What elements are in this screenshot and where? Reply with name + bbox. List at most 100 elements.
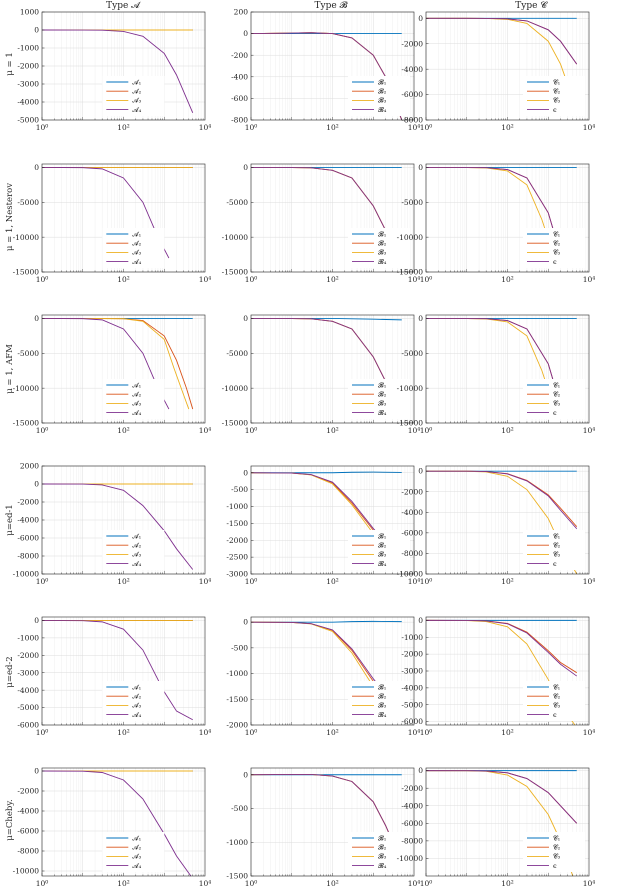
y-tick-label: -500 (231, 643, 248, 652)
legend-label: 𝓐₁ (132, 78, 141, 86)
y-tick-label: -8000 (401, 549, 423, 558)
y-tick-label: -5000 (226, 349, 248, 358)
y-tick-labels: 0 -5000 -10000 -15000 (397, 314, 429, 428)
y-tick-label: -15000 (397, 268, 424, 277)
legend-label: 𝓑₁ (378, 78, 387, 86)
legend-label: 𝓐₄ (132, 106, 141, 114)
y-tick-label: 200 (234, 8, 249, 17)
grid (41, 617, 205, 726)
legend-label: 𝓑₄ (378, 711, 387, 719)
legend-label: 𝓒₃ (553, 400, 561, 408)
legend-label: 𝓒₁ (553, 683, 561, 691)
y-tick-label: -200 (231, 51, 248, 60)
column-title-c: Type 𝓒 (515, 1, 548, 11)
y-tick-label: -10000 (397, 854, 424, 863)
legend-label: 𝓒₂ (553, 240, 561, 248)
y-tick-labels: 0 -1000 -2000 -3000 -4000 -5000 -6000 (17, 616, 45, 730)
y-tick-label: -6000 (17, 721, 39, 730)
y-tick-label: -5000 (17, 703, 39, 712)
legend-label: 𝓒₂ (553, 542, 561, 550)
x-tick-label: 10⁴ (199, 275, 212, 284)
y-tick-label: 0 (34, 616, 39, 625)
y-tick-label: -3000 (401, 667, 423, 676)
y-tick-label: -4000 (401, 801, 423, 810)
y-tick-label: -5000 (226, 198, 248, 207)
x-tick-label: 10² (501, 577, 514, 586)
x-tick-labels: 10⁰ 10² 10⁴ (245, 722, 421, 737)
x-tick-label: 10⁰ (245, 577, 258, 586)
x-tick-label: 10² (501, 426, 514, 435)
x-tick-label: 10⁰ (36, 879, 49, 888)
y-tick-label: -800 (231, 116, 248, 125)
y-tick-label: -10000 (397, 233, 424, 242)
legend-label: 𝓐₄ (132, 409, 141, 417)
x-tick-label: 10² (326, 426, 339, 435)
y-tick-label: 0 (243, 770, 248, 779)
x-tick-labels: 10⁰ 10² 10⁴ (420, 873, 595, 888)
x-tick-label: 10⁴ (408, 728, 421, 737)
y-tick-label: 0 (34, 26, 39, 35)
legend-label: 𝓑₂ (378, 391, 387, 399)
x-tick-label: 10⁰ (420, 123, 433, 132)
legend-label: 𝓑₁ (378, 230, 387, 238)
x-tick-label: 10⁴ (199, 426, 212, 435)
legend-label: 𝓑₃ (378, 551, 387, 559)
series-line-4 (41, 770, 192, 877)
series-line-4 (250, 773, 403, 863)
series-line-4 (250, 32, 403, 121)
y-tick-label: -5000 (17, 116, 39, 125)
legend-label: 𝓒₁ (553, 532, 561, 540)
y-tick-label: -2000 (226, 721, 248, 730)
y-tick-label: 0 (34, 767, 39, 776)
y-tick-label: -1500 (226, 519, 248, 528)
legend-label: 𝓐₂ (132, 693, 141, 701)
x-tick-label: 10² (117, 275, 130, 284)
y-tick-label: 2000 (20, 462, 39, 471)
legend-label: 𝓒₁ (553, 381, 561, 389)
y-tick-label: -4000 (17, 516, 39, 525)
legend-label: 𝓒₁ (553, 78, 561, 86)
legend-label: 𝓐₄ (132, 560, 141, 568)
x-tick-label: 10⁴ (583, 123, 596, 132)
y-tick-labels: 2000 0 -2000 -4000 -6000 -8000 -10000 (13, 462, 45, 579)
y-tick-label: -3000 (17, 80, 39, 89)
x-tick-label: 10² (326, 577, 339, 586)
y-tick-labels: 1000 0 -1000 -2000 -3000 -4000 -5000 (17, 8, 45, 125)
y-tick-label: -1500 (226, 872, 248, 881)
x-tick-label: 10⁴ (583, 728, 596, 737)
y-tick-label: -10000 (13, 384, 40, 393)
legend-label: ϵ (553, 106, 557, 114)
row-label-cheby: μ=Cheby. (5, 799, 15, 840)
y-tick-label: -2000 (226, 536, 248, 545)
legend-label: 𝓑₂ (378, 844, 387, 852)
x-tick-label: 10⁴ (199, 123, 212, 132)
legend-label: 𝓐₂ (132, 542, 141, 550)
legend-label: 𝓑₂ (378, 88, 387, 96)
legend-label: ϵ (553, 711, 557, 719)
column-titles: Type 𝓐 Type 𝓑 Type 𝓒 (106, 0, 548, 11)
series-line-4 (41, 29, 194, 113)
legend-label: 𝓑₄ (378, 106, 387, 114)
y-tick-label: -10000 (397, 384, 424, 393)
y-tick-labels: 0 -500 -1000 -1500 -2000 -2500 -3000 (226, 468, 254, 579)
y-tick-labels: 0 -2000 -4000 -6000 -8000 -10000 (397, 766, 429, 863)
x-tick-labels: 10⁰ 10² 10⁴ (36, 722, 211, 737)
legend-label: 𝓑₄ (378, 409, 387, 417)
y-tick-label: 1000 (20, 8, 39, 17)
y-tick-label: -2000 (17, 62, 39, 71)
legend-label: ϵ (553, 560, 557, 568)
y-tick-label: -1000 (226, 838, 248, 847)
x-tick-labels: 10⁰ 10² 10⁴ (245, 571, 420, 586)
x-tick-label: 10² (117, 123, 130, 132)
legend-label: 𝓐₃ (132, 249, 141, 257)
legend-label: 𝓒₃ (553, 97, 561, 105)
x-tick-labels: 10⁰ 10² 10⁴ (36, 571, 211, 586)
